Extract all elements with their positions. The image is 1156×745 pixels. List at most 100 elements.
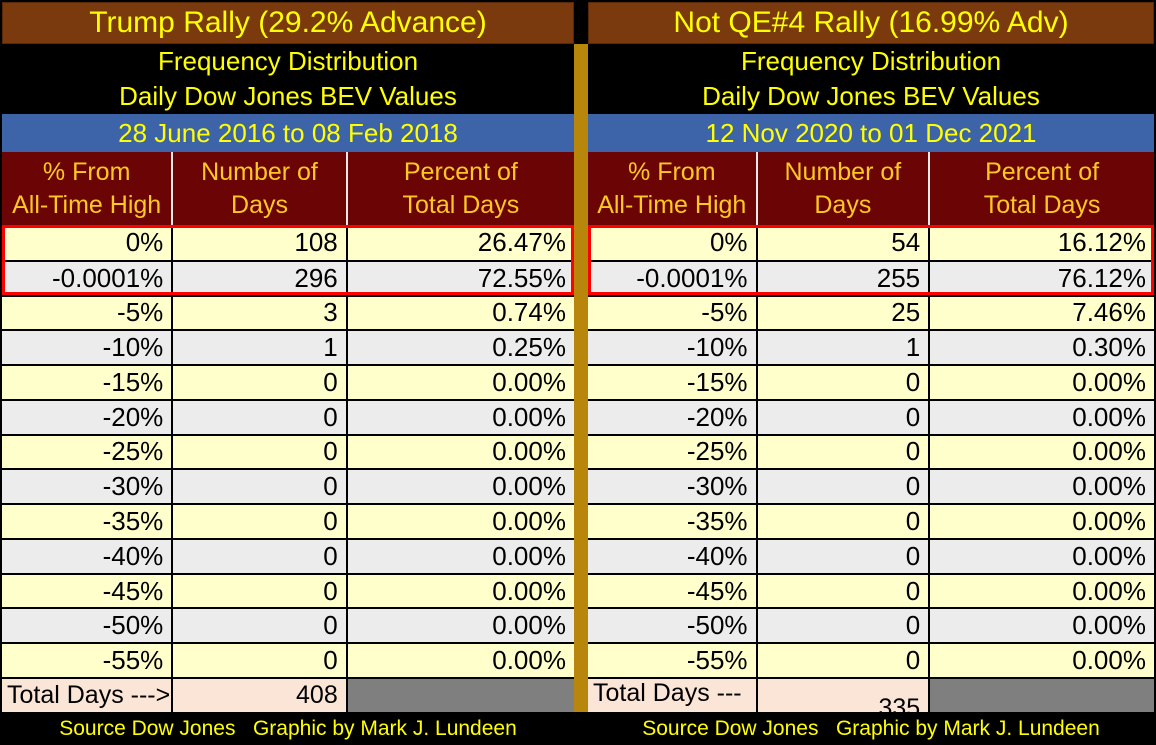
table-cell: -55%: [588, 642, 756, 677]
table-body: 0% 54 16.12% -0.0001% 255 76.12% -5% 25 7.46% -10…: [588, 225, 1154, 677]
divider-top-cap: [574, 2, 588, 44]
table-cell: -55%: [2, 642, 172, 677]
table-cell: -10%: [2, 329, 172, 365]
table-cell: -5%: [2, 294, 172, 330]
table-cell: 0.30%: [928, 329, 1154, 365]
header-line: Total Days: [983, 190, 1101, 219]
table-cell: 0.00%: [928, 398, 1154, 434]
table-cell: -45%: [588, 572, 756, 608]
table-cell: 7.46%: [928, 294, 1154, 330]
subtitle-line2: Daily Dow Jones BEV Values: [2, 79, 574, 114]
table-cell: 0: [755, 364, 929, 399]
table-cell: 0.00%: [345, 364, 574, 399]
table-cell: 3: [171, 294, 346, 330]
table-cell: -20%: [2, 398, 172, 434]
table-cell: 0.00%: [345, 572, 574, 608]
table-cell: 0: [171, 433, 346, 469]
header-line: All-Time High: [12, 190, 162, 219]
table-cell: 0.00%: [345, 607, 574, 643]
table-cell: 0: [755, 572, 929, 608]
table-cell: -30%: [588, 468, 756, 504]
table-cell: 0%: [2, 225, 172, 260]
table-cell: -50%: [588, 607, 756, 643]
table-cell: 0.25%: [345, 329, 574, 365]
table-cell: 0.00%: [345, 537, 574, 573]
table-cell: 16.12%: [928, 225, 1154, 260]
header-line: Percent of: [403, 157, 518, 186]
table-cell: 0.00%: [345, 503, 574, 538]
table-cell: 54: [755, 225, 929, 260]
table-cell: 0.00%: [345, 433, 574, 469]
table-header-row: % From All-Time High Number of Days Perc…: [2, 152, 574, 225]
table-cell: 0: [171, 572, 346, 608]
table-panel-trump-rally: Trump Rally (29.2% Advance) Frequency Di…: [2, 2, 574, 745]
table-cell: 0.00%: [928, 433, 1154, 469]
column-header-percent-of-total: Percent of Total Days: [345, 152, 574, 225]
header-line: Days: [814, 190, 872, 219]
table-cell: 0: [755, 537, 929, 573]
total-days-label: Total Days --->: [2, 679, 172, 712]
table-cell: -10%: [588, 329, 756, 365]
column-header-number-of-days: Number of Days: [171, 152, 345, 225]
panel-title: Not QE#4 Rally (16.99% Adv): [588, 2, 1154, 44]
table-cell: -45%: [2, 572, 172, 608]
table-cell: 0.00%: [345, 398, 574, 434]
table-cell: 108: [171, 225, 346, 260]
table-cell: -20%: [588, 398, 756, 434]
table-cell: 0: [755, 398, 929, 434]
table-cell: 1: [171, 329, 346, 365]
table-cell: 0.74%: [345, 294, 574, 330]
table-panel-not-qe4-rally: Not QE#4 Rally (16.99% Adv) Frequency Di…: [588, 2, 1154, 745]
table-cell: 0: [171, 398, 346, 434]
table-body: 0% 108 26.47% -0.0001% 296 72.55% -5% 3 0.74% -10…: [2, 225, 574, 677]
header-line: All-Time High: [597, 190, 747, 219]
table-cell: -40%: [588, 537, 756, 573]
column-header-pct-from-high: % From All-Time High: [588, 152, 756, 225]
table-cell: 0: [755, 607, 929, 643]
table-cell: 72.55%: [345, 259, 574, 295]
table-cell: -15%: [2, 364, 172, 399]
table-header-row: % From All-Time High Number of Days Perc…: [588, 152, 1154, 225]
table-cell: -5%: [588, 294, 756, 330]
table-cell: 0.00%: [928, 364, 1154, 399]
table-cell: 0.00%: [928, 642, 1154, 677]
header-line: Number of: [784, 157, 902, 186]
table-cell: 0.00%: [928, 572, 1154, 608]
total-days-empty-cell: [345, 679, 574, 712]
source-credit: Source Dow Jones Graphic by Mark J. Lund…: [588, 712, 1154, 745]
table-cell: 26.47%: [345, 225, 574, 260]
table-cell: 0.00%: [928, 607, 1154, 643]
date-range: 28 June 2016 to 08 Feb 2018: [2, 114, 574, 152]
table-cell: -50%: [2, 607, 172, 643]
table-cell: 0: [171, 503, 346, 538]
total-days-row: Total Days ---> 335: [588, 677, 1154, 737]
table-cell: 0.00%: [345, 642, 574, 677]
panel-title: Trump Rally (29.2% Advance): [2, 2, 574, 44]
table-cell: 0.00%: [928, 503, 1154, 538]
header-line: Percent of: [985, 157, 1100, 186]
table-cell: -35%: [588, 503, 756, 538]
total-days-row: Total Days ---> 408: [2, 677, 574, 712]
table-cell: 0: [755, 468, 929, 504]
table-cell: 0: [171, 364, 346, 399]
subtitle-line1: Frequency Distribution: [2, 44, 574, 79]
table-cell: 0: [171, 468, 346, 504]
table-cell: 25: [755, 294, 929, 330]
table-cell: 0.00%: [928, 468, 1154, 504]
column-header-number-of-days: Number of Days: [755, 152, 929, 225]
table-cell: 0: [755, 642, 929, 677]
table-cell: -40%: [2, 537, 172, 573]
table-cell: 0: [171, 607, 346, 643]
header-line: Total Days: [402, 190, 520, 219]
table-cell: 1: [755, 329, 929, 365]
table-cell: 0: [171, 537, 346, 573]
table-cell: 0: [755, 433, 929, 469]
table-cell: -15%: [588, 364, 756, 399]
table-cell: 0.00%: [345, 468, 574, 504]
total-days-value: 408: [171, 679, 346, 712]
subtitle-line1: Frequency Distribution: [588, 44, 1154, 79]
header-line: Number of: [201, 157, 318, 186]
table-cell: 0: [755, 503, 929, 538]
center-divider: [574, 2, 588, 745]
